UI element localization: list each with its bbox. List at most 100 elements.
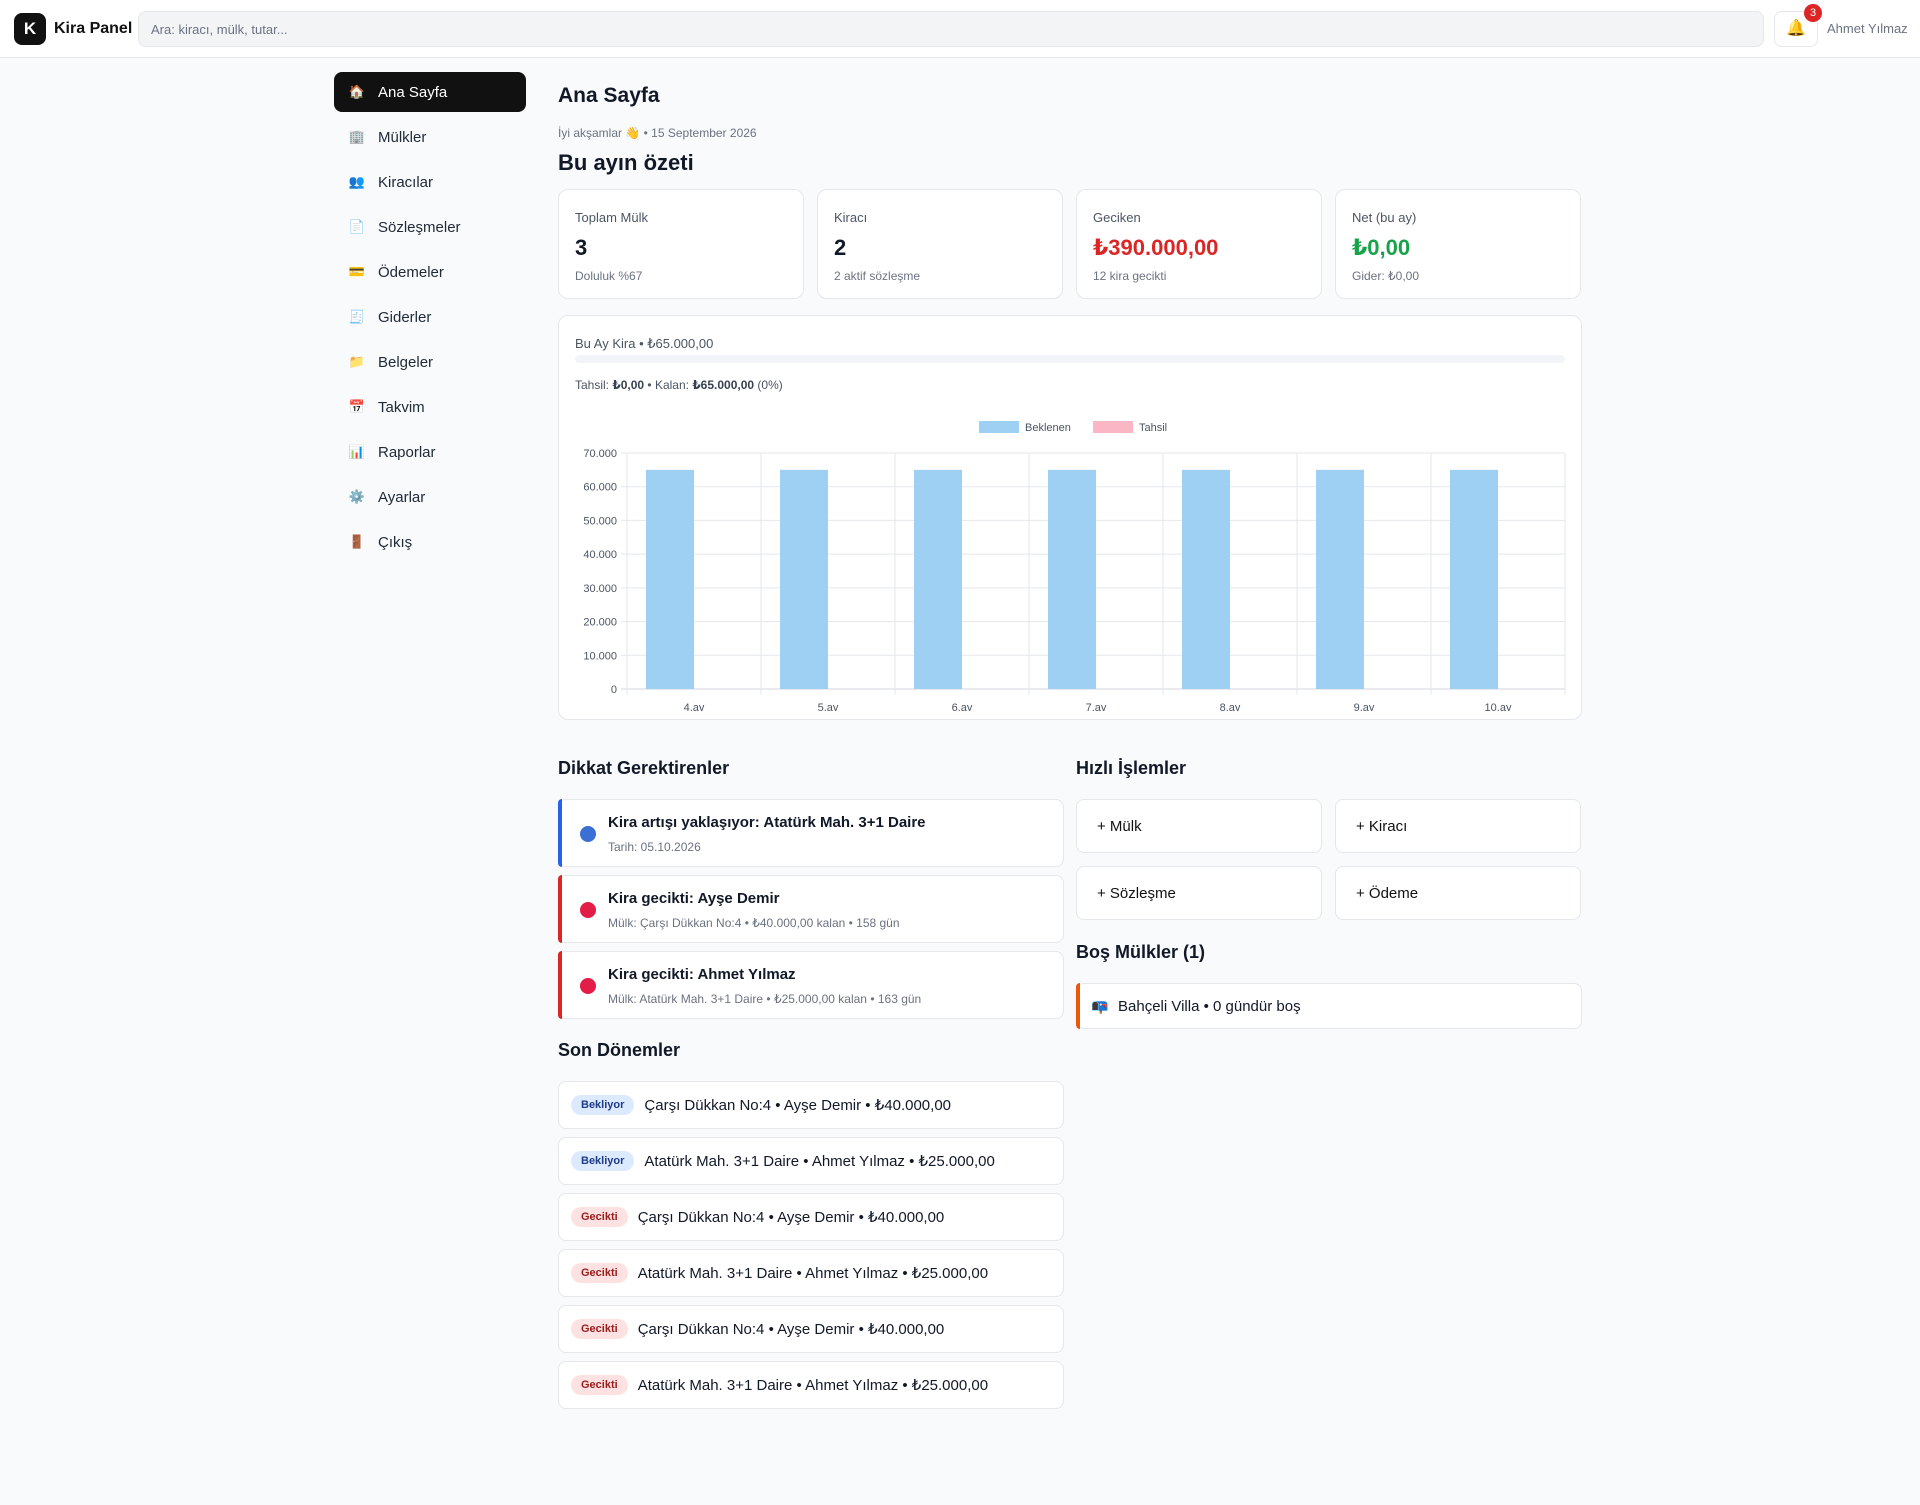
stat-value: 3 [575,235,588,260]
receipt-icon: 🧾 [348,309,366,324]
sidebar-item-sozlesmeler[interactable]: 📄 Sözleşmeler [334,207,526,247]
stat-sub: 2 aktif sözleşme [834,269,921,283]
sidebar-item-kiracilar[interactable]: 👥 Kiracılar [334,162,526,202]
app-title[interactable]: Kira Panel [54,20,133,37]
x-tick-label: 10.ay [1485,702,1512,711]
quick-actions-title: Hızlı İşlemler [1076,758,1187,778]
sidebar-item-takvim[interactable]: 📅 Takvim [334,387,526,427]
add-contract-button[interactable]: + Sözleşme [1076,866,1322,920]
credit-card-icon: 💳 [348,264,366,279]
period-row[interactable]: Bekliyor Çarşı Dükkan No:4 • Ayşe Demir •… [558,1081,1064,1129]
page-title: Ana Sayfa [558,84,660,107]
period-text: Çarşı Dükkan No:4 • Ayşe Demir • ₺40.000… [637,1321,945,1338]
remaining-label: • Kalan: [647,378,689,392]
calendar-icon: 📅 [348,399,366,414]
warning-dot-icon [580,978,596,994]
y-tick-label: 0 [611,684,617,696]
add-payment-button[interactable]: + Ödeme [1335,866,1581,920]
sidebar-item-ana-sayfa[interactable]: 🏠 Ana Sayfa [334,72,526,112]
period-text: Atatürk Mah. 3+1 Daire • Ahmet Yılmaz • … [637,1377,989,1394]
bar-beklenen [780,469,828,689]
vacant-property-text: Bahçeli Villa • 0 gündür boş [1118,998,1301,1015]
sidebar-item-label: Takvim [378,398,425,416]
remaining-value: ₺65.000,00 [692,378,755,392]
info-dot-icon [580,826,596,842]
collection-progress-bar [575,355,1565,363]
period-row[interactable]: Gecikti Çarşı Dükkan No:4 • Ayşe Demir • … [558,1305,1064,1353]
monthly-rent-card: Bu Ay Kira • ₺65.000,00 Tahsil: ₺0,00 • … [558,315,1582,720]
stat-card-total-properties: Toplam Mülk 3 Doluluk %67 [558,189,804,299]
sidebar-item-label: Mülkler [378,128,427,146]
period-row[interactable]: Gecikti Atatürk Mah. 3+1 Daire • Ahmet Yı… [558,1361,1064,1409]
rent-bar-chart: 0 10.000 20.000 30.000 40.000 50.000 60.000 70.… [583,421,1566,711]
alert-subtitle: Mülk: Çarşı Dükkan No:4 • ₺40.000,00 kal… [608,916,900,930]
sidebar-item-label: Raporlar [378,443,436,461]
period-row[interactable]: Gecikti Atatürk Mah. 3+1 Daire • Ahmet Yı… [558,1249,1064,1297]
x-tick-label: 9.ay [1354,702,1375,711]
y-tick-label: 10.000 [583,650,617,662]
sidebar-item-raporlar[interactable]: 📊 Raporlar [334,432,526,472]
add-property-button[interactable]: + Mülk [1076,799,1322,853]
bell-icon: 🔔 [1786,20,1806,37]
vacant-properties-title: Boş Mülkler (1) [1076,942,1206,962]
stat-label: Geciken [1093,210,1141,225]
sidebar-item-label: Ödemeler [378,263,444,281]
vacant-property-item[interactable]: 📭 Bahçeli Villa • 0 gündür boş [1076,983,1582,1029]
monthly-rent-header: Bu Ay Kira • ₺65.000,00 [575,336,714,351]
gear-icon: ⚙️ [348,489,366,504]
attention-title: Dikkat Gerektirenler [558,758,730,778]
sidebar-item-label: Ana Sayfa [378,83,448,101]
status-badge: Gecikti [571,1207,628,1227]
sidebar-item-cikis[interactable]: 🚪 Çıkış [334,522,526,562]
top-bar: K Kira Panel 🔔 3 Ahmet Yılmaz [0,0,1920,58]
search-input[interactable] [138,11,1764,47]
alert-subtitle: Tarih: 05.10.2026 [608,840,701,854]
sidebar-item-odemeler[interactable]: 💳 Ödemeler [334,252,526,292]
stat-card-overdue: Geciken ₺390.000,00 12 kira gecikti [1076,189,1322,299]
alert-title: Kira gecikti: Ayşe Demir [608,890,780,907]
alert-stripe [558,875,562,943]
attention-item[interactable]: Kira artışı yaklaşıyor: Atatürk Mah. 3+1… [558,799,1064,867]
notification-count-badge: 3 [1804,4,1822,22]
period-text: Çarşı Dükkan No:4 • Ayşe Demir • ₺40.000… [637,1209,945,1226]
alert-title: Kira artışı yaklaşıyor: Atatürk Mah. 3+1… [608,814,926,831]
bar-beklenen [914,469,962,689]
y-tick-label: 30.000 [583,583,617,595]
warning-dot-icon [580,902,596,918]
x-tick-label: 8.ay [1220,702,1241,711]
add-tenant-button[interactable]: + Kiracı [1335,799,1581,853]
bar-beklenen [1182,469,1230,689]
stat-sub: Gider: ₺0,00 [1352,269,1420,283]
stat-label: Toplam Mülk [575,210,648,225]
stat-value: ₺0,00 [1352,235,1411,260]
attention-item[interactable]: Kira gecikti: Ayşe Demir Mülk: Çarşı Dük… [558,875,1064,943]
bar-beklenen [1450,469,1498,689]
sidebar-item-mulkler[interactable]: 🏢 Mülkler [334,117,526,157]
collected-percent: (0%) [757,378,783,392]
mailbox-icon: 📭 [1091,998,1109,1014]
status-badge: Bekliyor [571,1151,635,1171]
alert-stripe [558,799,562,867]
building-icon: 🏢 [348,129,366,144]
bar-chart-icon: 📊 [348,444,366,459]
bar-beklenen [646,469,694,689]
collected-value: ₺0,00 [612,378,645,392]
period-row[interactable]: Bekliyor Atatürk Mah. 3+1 Daire • Ahmet Y… [558,1137,1064,1185]
period-row[interactable]: Gecikti Çarşı Dükkan No:4 • Ayşe Demir • … [558,1193,1064,1241]
period-text: Çarşı Dükkan No:4 • Ayşe Demir • ₺40.000… [644,1097,951,1114]
attention-item[interactable]: Kira gecikti: Ahmet Yılmaz Mülk: Atatürk… [558,951,1064,1019]
sidebar-item-label: Sözleşmeler [378,218,461,236]
period-text: Atatürk Mah. 3+1 Daire • Ahmet Yılmaz • … [637,1265,989,1282]
house-icon: 🏠 [348,84,366,99]
stat-sub: Doluluk %67 [575,269,643,283]
stat-label: Kiracı [834,210,868,225]
x-tick-label: 4.ay [684,702,705,711]
y-tick-label: 40.000 [583,549,617,561]
sidebar-item-giderler[interactable]: 🧾 Giderler [334,297,526,337]
user-name[interactable]: Ahmet Yılmaz [1827,21,1908,36]
sidebar-item-belgeler[interactable]: 📁 Belgeler [334,342,526,382]
alert-stripe [558,951,562,1019]
app-logo[interactable]: K [14,13,46,45]
sidebar-item-label: Ayarlar [378,488,426,506]
sidebar-item-ayarlar[interactable]: ⚙️ Ayarlar [334,477,526,517]
